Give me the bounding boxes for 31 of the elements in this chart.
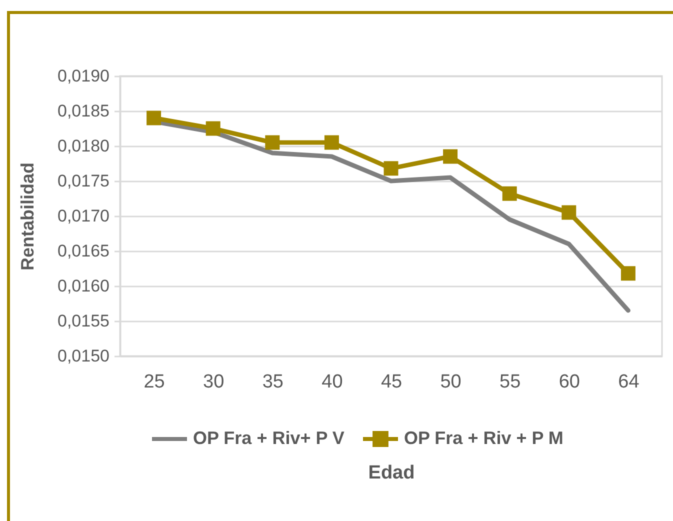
point: [206, 121, 220, 136]
y-tick-label: 0,0165: [58, 242, 110, 260]
point: [324, 135, 339, 150]
x-tick-label: 40: [322, 372, 343, 392]
y-tick-label: 0,0160: [58, 276, 110, 296]
x-tick-label: 25: [144, 372, 165, 392]
y-tick-label: 0,0175: [58, 172, 110, 190]
x-tick-label: 55: [500, 372, 521, 392]
point: [502, 186, 517, 201]
x-tick-label: 30: [203, 372, 224, 392]
x-tick-label: 35: [262, 372, 284, 392]
x-axis-title: Edad: [368, 462, 415, 484]
point: [265, 135, 280, 150]
point: [384, 161, 398, 176]
y-axis-title: Rentabilidad: [18, 162, 38, 271]
legend-label: OP Fra + Riv + P M: [404, 428, 564, 448]
point: [146, 110, 162, 126]
x-tick-label: 64: [618, 372, 640, 392]
y-tick-label: 0,0180: [58, 136, 110, 156]
y-tick-label: 0,0150: [58, 346, 110, 366]
x-tick-label: 45: [380, 372, 402, 392]
y-tick-label: 0,0155: [58, 312, 110, 330]
point: [443, 149, 458, 164]
y-tick-label: 0,0185: [58, 102, 110, 120]
x-tick-label: 60: [558, 372, 580, 392]
y-tick-label: 0,0190: [58, 66, 110, 86]
point: [562, 205, 576, 220]
legend-label: OP Fra + Riv+ P V: [193, 428, 344, 448]
y-tick-label: 0,0170: [58, 206, 110, 226]
point: [620, 266, 636, 281]
x-tick-label: 50: [440, 372, 462, 392]
